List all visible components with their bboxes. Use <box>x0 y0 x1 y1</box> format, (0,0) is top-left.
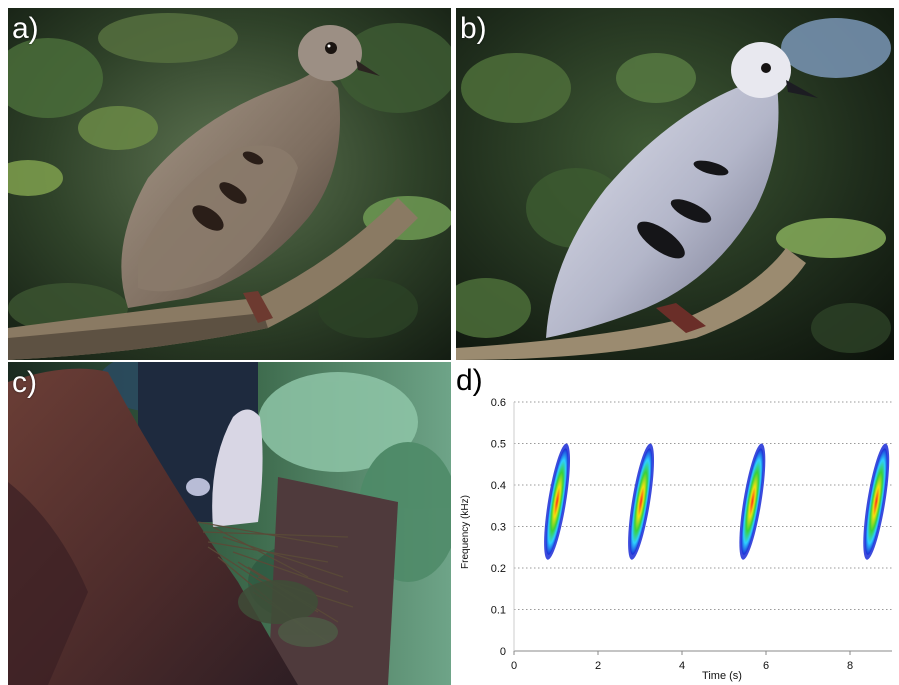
x-tick-label: 4 <box>679 660 685 672</box>
y-tick-label: 0.3 <box>491 522 506 534</box>
x-tick-label: 2 <box>595 660 601 672</box>
x-tick-label: 0 <box>511 660 517 672</box>
grey-dove-photo <box>456 8 894 360</box>
y-tick-label: 0.4 <box>491 480 506 492</box>
y-tick-label: 0.2 <box>491 563 506 575</box>
x-axis-label: Time (s) <box>702 670 742 682</box>
y-tick-label: 0.5 <box>491 439 506 451</box>
y-tick-label: 0 <box>500 646 506 658</box>
y-tick-label: 0.6 <box>491 397 506 409</box>
panel-label-c: c) <box>12 366 37 399</box>
call-note-1 <box>544 443 571 560</box>
panel-label-b: b) <box>460 12 487 45</box>
photo-panel-c: c) <box>8 362 451 685</box>
panel-label-a: a) <box>12 12 39 45</box>
y-tick-label: 0.1 <box>491 605 506 617</box>
call-note-2 <box>628 443 655 560</box>
photo-panel-a: a) <box>8 8 451 360</box>
sonogram-chart: 0 0.1 0.2 0.3 0.4 0.5 0.6 0 2 4 6 8 Time (s) Freque… <box>460 397 892 682</box>
x-tick-label: 6 <box>763 660 769 672</box>
x-tick-label: 8 <box>847 660 853 672</box>
brown-dove-photo <box>8 8 451 360</box>
panel-label-d: d) <box>456 364 483 397</box>
call-note-4 <box>863 443 890 560</box>
dove-on-nest-photo <box>8 362 451 685</box>
photo-panel-b: b) <box>456 8 894 360</box>
call-note-3 <box>739 443 766 560</box>
sonogram-panel-d: d) 0 0.1 0.2 0.3 0.4 0.5 0.6 0 2 4 6 8 Time (s) Fre… <box>452 362 899 685</box>
y-axis-label: Frequency (kHz) <box>460 495 471 569</box>
